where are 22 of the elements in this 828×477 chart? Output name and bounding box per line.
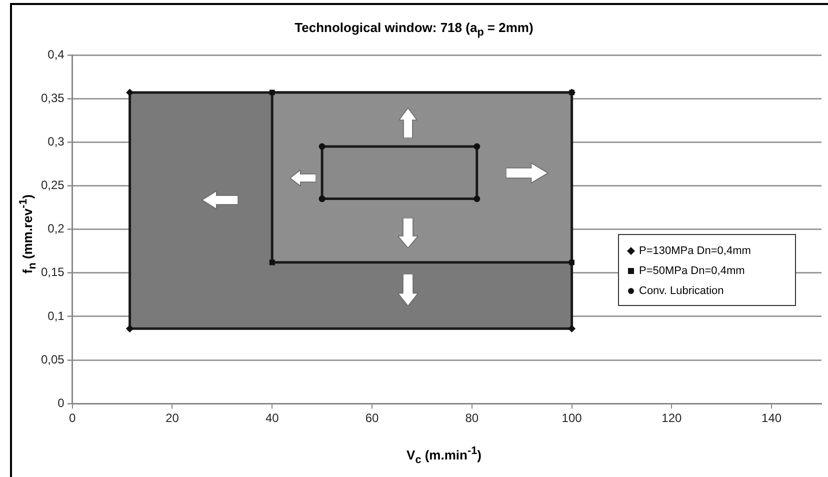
x-tick-label: 100 — [562, 411, 582, 426]
y-tick-label: 0,2 — [48, 222, 65, 236]
legend-label: Conv. Lubrication — [639, 284, 724, 299]
chart-title: Technological window: 718 (a$_{p}$ = 2mm) — [294, 20, 534, 39]
y-tick-label: 0,15 — [40, 265, 65, 280]
y-tick-label: 0,4 — [48, 47, 65, 62]
y-tick-label: 0,25 — [40, 178, 65, 192]
y-tick-label: 0,3 — [48, 134, 65, 148]
x-tick-label: 60 — [365, 411, 380, 426]
y-tick-label: 0,35 — [40, 90, 65, 105]
x-tick-label: 140 — [762, 411, 782, 426]
x-tick-label: 80 — [465, 411, 479, 426]
x-axis-title: V$_{c}$ (m.min$^{-1}$) — [406, 445, 482, 466]
legend-label: P=130MPa Dn=0,4mm — [639, 244, 751, 259]
x-tick-label: 120 — [662, 411, 682, 426]
x-tick-label: 0 — [69, 411, 76, 426]
x-tick-label: 40 — [265, 411, 280, 426]
y-tick-label: 0,1 — [48, 308, 65, 323]
legend-label: P=50MPa Dn=0,4mm — [639, 264, 745, 279]
y-tick-label: 0 — [58, 396, 65, 410]
y-tick-label: 0,05 — [40, 352, 65, 366]
x-tick-label: 20 — [166, 411, 180, 426]
